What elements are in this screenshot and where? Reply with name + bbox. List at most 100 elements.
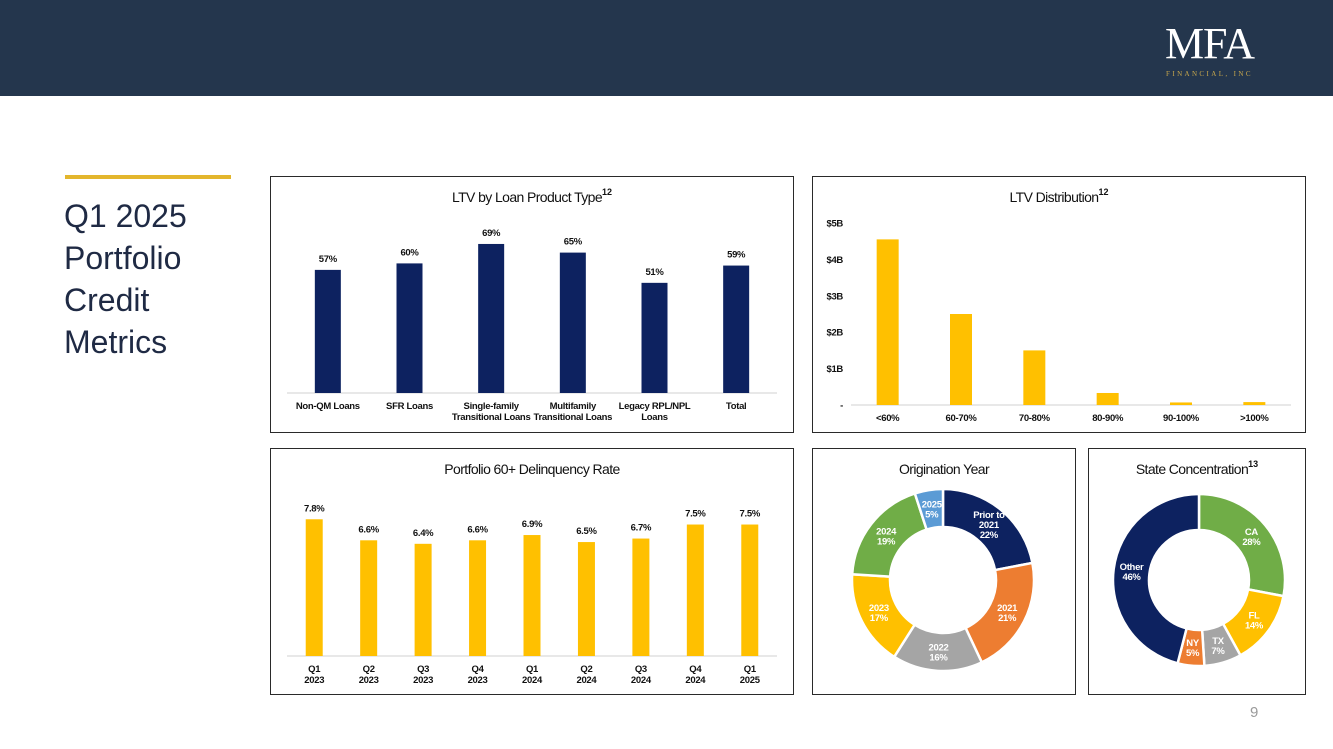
data-label: 6.5% bbox=[576, 526, 597, 537]
slice-label: 5% bbox=[1186, 648, 1200, 659]
delinquency-title: Portfolio 60+ Delinquency Rate bbox=[271, 461, 793, 477]
slice-label: 2021 bbox=[997, 603, 1018, 614]
data-label: 6.7% bbox=[631, 523, 652, 534]
mfa-logo: MFA FINANCIAL, INC bbox=[1152, 19, 1267, 79]
slice-label: 19% bbox=[877, 536, 896, 547]
x-tick-label: Q3 bbox=[417, 664, 429, 675]
x-tick-label: Transitional Loans bbox=[534, 412, 613, 423]
slice-label: Other bbox=[1120, 562, 1144, 573]
bar bbox=[523, 535, 541, 656]
x-tick-label: 2023 bbox=[468, 675, 488, 686]
state-title-footnote: 13 bbox=[1248, 459, 1259, 469]
data-label: 69% bbox=[482, 228, 501, 239]
bar bbox=[876, 239, 899, 405]
x-tick-label: Q4 bbox=[472, 664, 485, 675]
bar bbox=[686, 524, 704, 656]
origination-panel: Origination Year Prior to 2021 22% 2021 21% 2… bbox=[812, 448, 1076, 695]
slice-label: 2023 bbox=[869, 603, 889, 614]
x-tick-label: 60-70% bbox=[946, 413, 978, 424]
bar bbox=[414, 543, 432, 656]
bar bbox=[641, 282, 668, 393]
slice-label: 2025 bbox=[922, 499, 943, 510]
data-label: 6.9% bbox=[522, 519, 543, 530]
x-tick-label: Q2 bbox=[580, 664, 592, 675]
x-tick-label: 2024 bbox=[631, 675, 652, 686]
x-tick-label: 90-100% bbox=[1163, 413, 1200, 424]
state-title-text: State Concentration bbox=[1135, 461, 1249, 477]
x-tick-label: Legacy RPL/NPL bbox=[619, 401, 691, 412]
bar bbox=[1096, 392, 1119, 405]
data-label: 59% bbox=[727, 250, 746, 261]
page-title: Q1 2025 Portfolio Credit Metrics bbox=[64, 198, 187, 360]
bar bbox=[741, 524, 759, 656]
bar bbox=[478, 243, 505, 393]
data-label: 60% bbox=[400, 247, 419, 258]
x-tick-label: Loans bbox=[641, 412, 667, 423]
bar bbox=[632, 538, 650, 656]
ltv-dist-title-footnote: 12 bbox=[1098, 187, 1109, 197]
delinquency-title-text: Portfolio 60+ Delinquency Rate bbox=[444, 461, 620, 477]
x-tick-label: Total bbox=[726, 401, 747, 412]
y-tick-label: $5B bbox=[826, 219, 843, 230]
data-label: 7.8% bbox=[304, 503, 325, 514]
x-tick-label: Q1 bbox=[526, 664, 539, 675]
origination-title-text: Origination Year bbox=[898, 461, 990, 477]
state-panel: State Concentration13 CA 28% FL 14% TX 7% NY 5%… bbox=[1088, 448, 1306, 695]
ltv-product-title-text: LTV by Loan Product Type bbox=[451, 189, 603, 205]
x-tick-label: Multifamily bbox=[550, 401, 597, 412]
state-title: State Concentration13 bbox=[1089, 459, 1305, 477]
x-tick-label: Q1 bbox=[744, 664, 757, 675]
slice-label: TX bbox=[1212, 636, 1225, 647]
bar bbox=[559, 252, 586, 393]
slice-label: FL bbox=[1249, 610, 1261, 621]
x-tick-label: 2024 bbox=[576, 675, 597, 686]
bar bbox=[314, 269, 341, 393]
delinquency-chart: 7.8%Q120236.6%Q220236.4%Q320236.6%Q42023… bbox=[287, 503, 777, 686]
origination-chart: Prior to202122%202121%202216%202317%2024… bbox=[850, 487, 1036, 673]
ltv-dist-title-text: LTV Distribution bbox=[1009, 189, 1100, 205]
slice-label: 22% bbox=[980, 530, 999, 541]
x-tick-label: 2023 bbox=[304, 675, 324, 686]
logo-main-text: MFA bbox=[1164, 19, 1255, 68]
slice-label: 46% bbox=[1122, 572, 1141, 583]
bar bbox=[469, 540, 487, 656]
bar bbox=[723, 265, 750, 393]
ltv-dist-panel: LTV Distribution12 - $1B $2B $3B $4B $5B <60% 6… bbox=[812, 176, 1306, 433]
bar bbox=[1170, 402, 1192, 405]
bar bbox=[950, 314, 972, 405]
x-tick-label: 2024 bbox=[522, 675, 543, 686]
x-tick-label: 80-90% bbox=[1092, 413, 1124, 424]
slice-label: 16% bbox=[929, 652, 948, 663]
slice-label: 2021 bbox=[979, 520, 1000, 531]
x-tick-label: >100% bbox=[1240, 413, 1269, 424]
slice-label: 21% bbox=[998, 613, 1017, 624]
logo-sub-text: FINANCIAL, INC bbox=[1166, 70, 1253, 78]
header-bar: MFA FINANCIAL, INC bbox=[0, 0, 1333, 96]
data-label: 51% bbox=[645, 267, 664, 278]
ltv-product-title-footnote: 12 bbox=[602, 187, 613, 197]
donut-slice bbox=[913, 487, 945, 532]
x-tick-label: Transitional Loans bbox=[452, 412, 531, 423]
slice-label: 5% bbox=[925, 509, 939, 520]
slice-label: NY bbox=[1186, 638, 1200, 649]
x-tick-label: 2023 bbox=[359, 675, 379, 686]
title-accent-line bbox=[65, 175, 231, 179]
x-tick-label: Q3 bbox=[635, 664, 647, 675]
y-tick-label: $2B bbox=[826, 328, 843, 339]
ltv-dist-title: LTV Distribution12 bbox=[813, 187, 1305, 205]
donut-slice bbox=[1111, 492, 1201, 665]
y-tick-label: - bbox=[840, 401, 843, 412]
delinquency-panel: Portfolio 60+ Delinquency Rate 7.8% Q1 202… bbox=[270, 448, 794, 695]
slice-label: 2022 bbox=[929, 642, 949, 653]
x-tick-label: 2024 bbox=[685, 675, 706, 686]
data-label: 57% bbox=[319, 254, 338, 265]
bar bbox=[305, 519, 323, 656]
data-label: 7.5% bbox=[740, 509, 761, 520]
bar bbox=[577, 542, 595, 656]
data-label: 6.4% bbox=[413, 528, 434, 539]
page-number: 9 bbox=[1250, 704, 1259, 721]
slice-label: 14% bbox=[1245, 620, 1264, 631]
slice-label: 7% bbox=[1211, 646, 1225, 657]
origination-title: Origination Year bbox=[813, 461, 1075, 477]
